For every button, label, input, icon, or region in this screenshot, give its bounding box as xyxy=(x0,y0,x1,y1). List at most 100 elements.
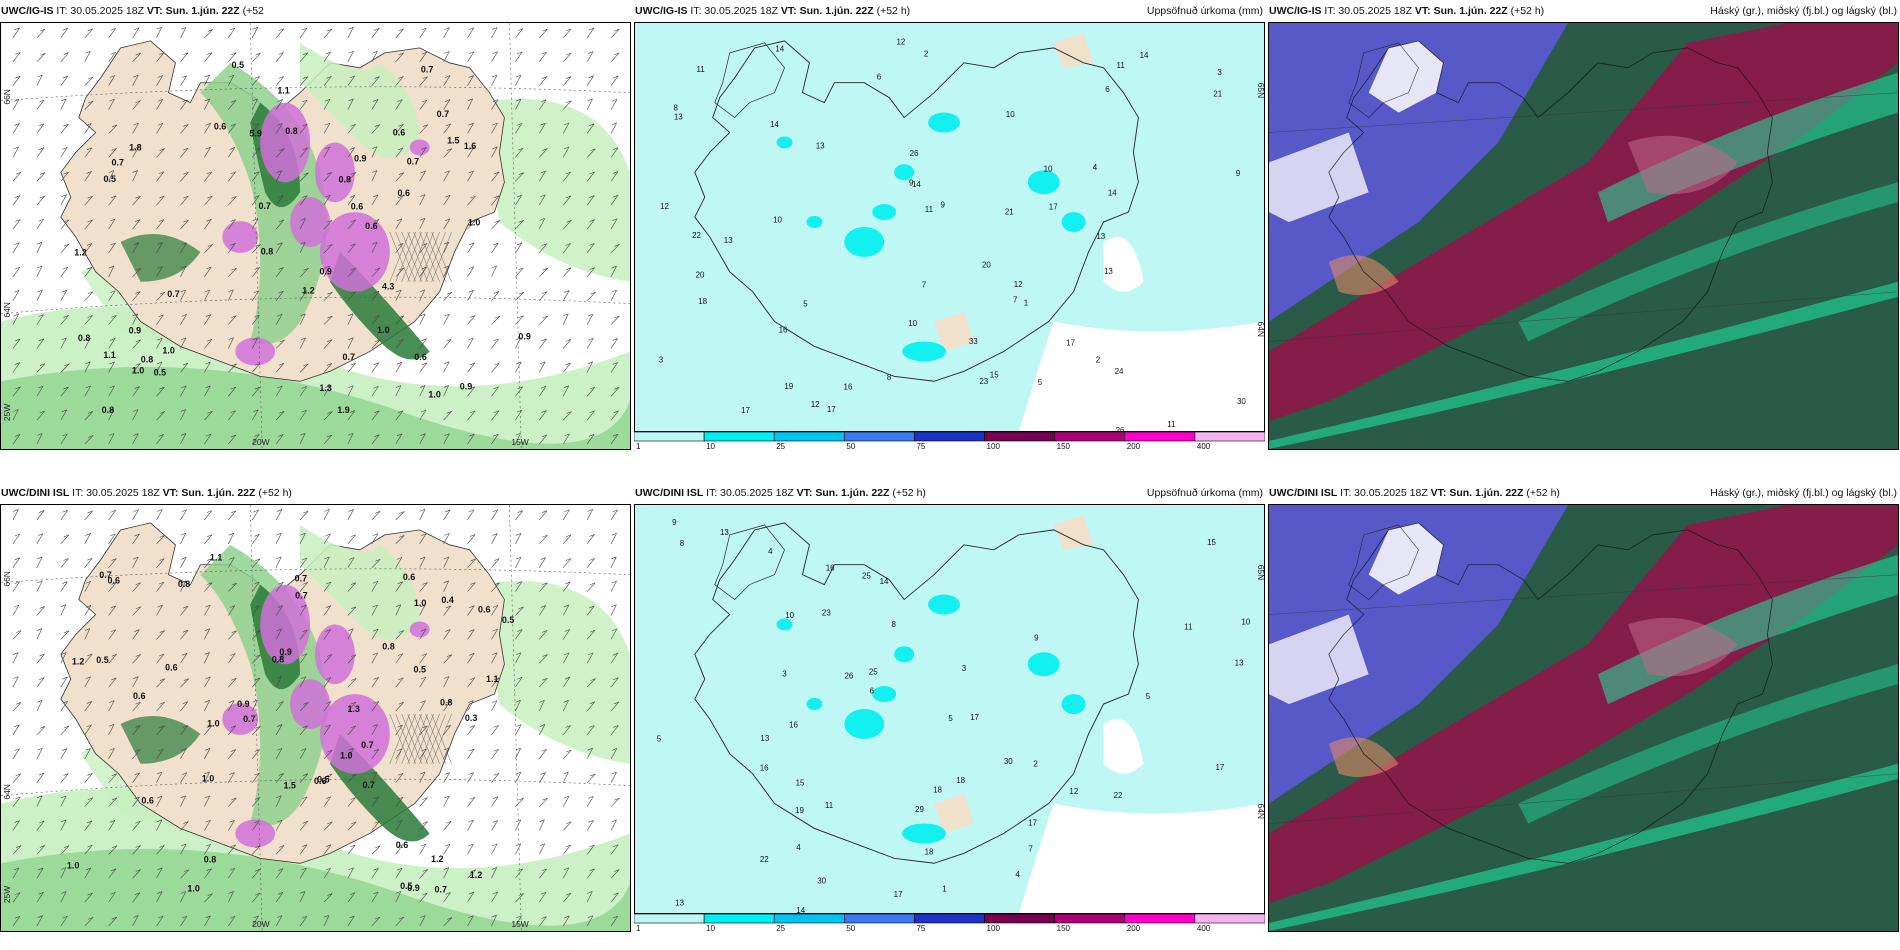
precip-amount: 16 xyxy=(844,382,853,391)
precip-value: 0.6 xyxy=(393,128,405,138)
precip-amount: 16 xyxy=(826,564,835,573)
legend-tick-label: 400 xyxy=(1197,924,1211,932)
precip-amount: 10 xyxy=(1044,164,1053,173)
precip-value: 1.9 xyxy=(337,405,349,415)
precip-amount: 22 xyxy=(1114,791,1123,800)
precip-value: 4.3 xyxy=(382,282,394,292)
precip-amount: 2 xyxy=(1033,760,1038,769)
precip-amount: 2 xyxy=(924,49,929,58)
precip-value: 0.9 xyxy=(407,883,419,893)
legend-tick-label: 50 xyxy=(846,924,855,932)
title-title-text: IT: 30.05.2025 18Z xyxy=(69,487,163,499)
precip-amount: 7 xyxy=(1028,845,1033,854)
precip-value: 0.7 xyxy=(243,714,255,724)
precip-amount: 5 xyxy=(657,734,662,743)
lat-label: 64N xyxy=(2,302,12,318)
precip-amount: 8 xyxy=(887,373,892,382)
precip-value: 0.6 xyxy=(414,352,426,362)
precip-amount: 12 xyxy=(811,400,820,409)
precip-value: 1.5 xyxy=(283,781,295,791)
legend-swatch xyxy=(773,431,845,442)
title-vt-label: VT: xyxy=(1414,5,1431,17)
precip-value: 0.8 xyxy=(102,405,114,415)
precip-value: 1.0 xyxy=(207,719,219,729)
precip-amount: 13 xyxy=(674,113,683,122)
precip-value: 1.0 xyxy=(377,325,389,335)
title-vt-value: Sun. 1.jún. 22Z xyxy=(1430,5,1508,17)
precip-amount: 30 xyxy=(1004,757,1013,766)
legend-tick-label: 400 xyxy=(1197,442,1211,450)
precip-value: 0.6 xyxy=(108,575,120,585)
precip-amount: 5 xyxy=(803,300,808,309)
graticule xyxy=(1,23,630,449)
title-title-model: UWC/IG-IS xyxy=(635,5,688,17)
title-vt-label: VT: xyxy=(1430,487,1447,499)
precip-value: 1.0 xyxy=(414,598,426,608)
precip-value: 0.5 xyxy=(414,664,426,674)
precip-amount: 10 xyxy=(785,611,794,620)
legend-swatch xyxy=(1054,431,1126,442)
precip-amount: 3 xyxy=(962,664,967,673)
map-area: 65N 64N 12 2 4 3 8 11 13 10 26 14 9 13 12 13 14 16 15 22 20 1… xyxy=(634,22,1265,432)
precip-amount: 9 xyxy=(909,178,914,187)
precip-value: 0.6 xyxy=(141,795,153,805)
precip-amount: 6 xyxy=(1105,85,1110,94)
precip-amount: 18 xyxy=(925,848,934,857)
precip-amount: 4 xyxy=(1093,163,1098,172)
precip-amount: 3 xyxy=(1217,68,1222,77)
precip-amount: 26 xyxy=(1116,426,1125,431)
precip-value: 1.0 xyxy=(132,366,144,376)
precip-value: 1.0 xyxy=(428,389,440,399)
precip-value: 0.6 xyxy=(214,122,226,132)
precip-value: 0.6 xyxy=(133,691,145,701)
precip-value: 0.8 xyxy=(204,855,216,865)
precip-value: 0.7 xyxy=(111,158,123,168)
precip-value: 0.7 xyxy=(343,352,355,362)
title-vt-value: Sun. 1.jún. 22Z xyxy=(796,5,874,17)
precip-value: 1.3 xyxy=(347,704,359,714)
precip-value: 0.6 xyxy=(478,605,490,615)
precip-value: 0.6 xyxy=(165,663,177,673)
legend-swatch xyxy=(1194,913,1266,924)
title-lead: (+52 h) xyxy=(1507,5,1545,17)
precip-value: 0.3 xyxy=(465,713,477,723)
title-title-model: UWC/DINI ISL xyxy=(1269,487,1338,499)
precip-value: 0.6 xyxy=(351,201,363,211)
precip-value: 1.1 xyxy=(486,674,498,684)
legend-tick-label: 50 xyxy=(846,442,855,450)
precip-value: 0.8 xyxy=(141,355,153,365)
title-lead: (+52 h) xyxy=(255,487,292,499)
precip-amount: 17 xyxy=(1215,763,1224,772)
precip-amount: 7 xyxy=(1013,296,1018,305)
legend-swatch xyxy=(1054,913,1126,924)
title-vt-value: Sun. 1.jún. 22Z xyxy=(812,487,890,499)
westfjords-outline xyxy=(714,524,785,600)
precip-amount: 30 xyxy=(1237,397,1246,406)
precip-value: 1.1 xyxy=(210,552,222,562)
wind-barbs xyxy=(12,509,620,927)
precip-amount: 11 xyxy=(1184,622,1193,631)
graticule-line xyxy=(1269,773,1898,824)
precip-value: 0.5 xyxy=(96,655,108,665)
precip-amount: 23 xyxy=(822,609,831,618)
precip-amount: 5 xyxy=(1146,692,1151,701)
title-title-model: UWC/IG-IS xyxy=(1269,5,1322,17)
title-vt-value: Sun. 1.jún. 22Z xyxy=(178,487,256,499)
precip-amount: 10 xyxy=(1241,618,1250,627)
legend-swatch xyxy=(844,913,915,924)
precip-amount: 13 xyxy=(816,142,825,151)
legend-swatch xyxy=(914,431,985,442)
precip-amount: 17 xyxy=(970,713,979,722)
legend-tick-label: 1 xyxy=(636,924,641,932)
precip-amount: 14 xyxy=(880,577,889,586)
precip-amount: 10 xyxy=(908,319,917,328)
precip-value: 0.5 xyxy=(232,60,244,70)
precip-amount: 1 xyxy=(942,885,947,894)
precip-value: 0.6 xyxy=(365,221,377,231)
precip-value: 1.0 xyxy=(67,861,79,871)
iceland-outline xyxy=(1328,40,1773,382)
title-title-text: IT: 30.05.2025 18Z xyxy=(1321,5,1415,17)
precip-value: 1.2 xyxy=(72,657,84,667)
legend-tick-label: 1 xyxy=(636,442,641,450)
precip-value: 1.0 xyxy=(340,751,352,761)
